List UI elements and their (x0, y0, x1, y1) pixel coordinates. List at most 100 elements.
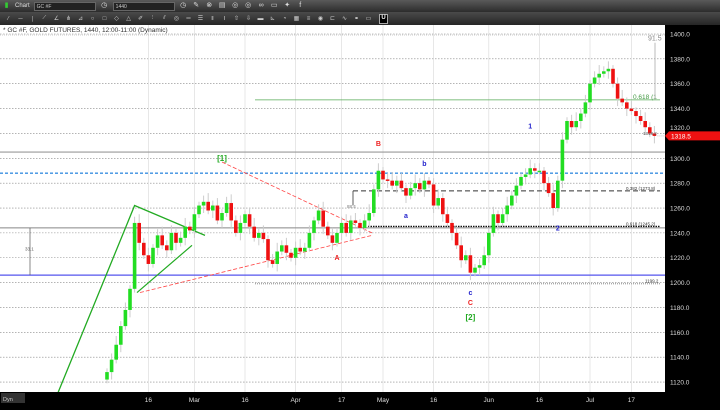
interval-select[interactable]: 1440 (112, 1, 175, 11)
vline-tool-icon[interactable]: │ (30, 15, 35, 22)
circle-icon[interactable]: ◎ (232, 2, 239, 9)
link-tool-icon[interactable]: ⚭ (353, 16, 360, 22)
candle-body (404, 188, 408, 196)
candle-body (648, 127, 652, 134)
hline-tool-icon[interactable]: ─ (18, 15, 23, 22)
candle-body (441, 198, 445, 215)
x-tick-label: 16 (241, 397, 249, 404)
candle-body (243, 214, 247, 223)
candle-body (588, 83, 592, 103)
triangle-tool-icon[interactable]: △ (126, 16, 131, 22)
candle-body (362, 220, 367, 228)
candle-body (123, 309, 128, 327)
candle-body (436, 198, 440, 206)
lines-tool-icon[interactable]: ≡ (306, 15, 311, 22)
eye-tool-icon[interactable]: ◉ (317, 16, 324, 22)
candle-body (431, 184, 436, 206)
candle-body (358, 222, 362, 228)
circle-tool-icon[interactable]: ◎ (173, 16, 180, 22)
candle-body (556, 180, 560, 209)
equal-tool-icon[interactable]: ═ (186, 15, 191, 22)
y-tick-label: 1180.0 (670, 305, 690, 312)
candle-body (234, 220, 238, 233)
wave-label: c (468, 290, 472, 297)
candle-body (160, 235, 164, 246)
candle-body (597, 73, 601, 78)
candle-body (339, 222, 344, 233)
price-axis[interactable]: 1400.0 1380.0 1360.0 1340.0 1320.0 1300.0 1280… (665, 25, 720, 392)
candle-body (542, 170, 546, 184)
candle-body (211, 205, 215, 211)
pencil-icon[interactable]: ✎ (193, 2, 200, 9)
fib-618-label: 0.618 (1245.2) (626, 221, 656, 226)
fib-tool-icon[interactable]: ⟋ (42, 15, 47, 21)
comment-icon[interactable]: ▭ (270, 2, 278, 9)
bars-tool-icon[interactable]: ‖ (211, 15, 214, 22)
fib-arc-tool-icon[interactable]: ◔ (282, 15, 287, 22)
y-tick-label: 1280.0 (670, 181, 690, 188)
last-price-tag-label: 1318.5 (671, 133, 691, 140)
angle-tool-icon[interactable]: ∠ (53, 16, 60, 22)
line-tool-icon[interactable]: ⁄ (7, 15, 9, 22)
symbol-select[interactable]: GC #F (33, 1, 96, 11)
candle-body (454, 232, 459, 246)
candle-body (625, 102, 629, 109)
time-axis[interactable]: 16 Mar 16 Apr 17 May 16 Jun 16 Jul 17 Dyn (0, 392, 720, 405)
candle-body (385, 179, 390, 181)
clock-icon[interactable]: ◷ (101, 2, 108, 9)
candle-body (114, 344, 118, 360)
candle-body (155, 235, 160, 248)
candle-body (238, 222, 243, 233)
ellipse-tool-icon[interactable]: ○ (90, 15, 95, 22)
candle-body (105, 372, 109, 380)
facebook-icon[interactable]: f (299, 2, 302, 9)
polygon-tool-icon[interactable]: ◇ (114, 16, 119, 22)
clock-icon[interactable]: ◷ (180, 2, 187, 9)
chart-title: * GC #F, GOLD FUTURES, 1440, 12:00-11:00… (3, 27, 168, 34)
candle-body (321, 210, 325, 227)
wave-label: a (404, 213, 408, 220)
candle-body (298, 247, 302, 252)
cycles-tool-icon[interactable]: ⫶ (151, 15, 154, 21)
chart-area[interactable]: * GC #F, GOLD FUTURES, 1440, 12:00-11:00… (0, 25, 665, 401)
rect-fill-tool-icon[interactable]: ▦ (293, 16, 300, 22)
arrow-down-tool-icon[interactable]: ⇩ (245, 16, 252, 22)
wave-tool-icon[interactable]: ∿ (341, 16, 348, 22)
measure-left-label: 33.1 (25, 246, 34, 251)
price-chart[interactable]: * GC #F, GOLD FUTURES, 1440, 12:00-11:00… (0, 25, 665, 401)
candle-body (119, 326, 123, 345)
candle-body (560, 139, 565, 181)
candle-body (349, 220, 353, 233)
circle-icon[interactable]: ◎ (245, 2, 252, 9)
equal2-tool-icon[interactable]: ☰ (197, 16, 204, 22)
channel-tool-icon[interactable]: ⫽ (163, 15, 166, 21)
fib-fan-tool-icon[interactable]: ⊾ (269, 16, 276, 22)
link-icon[interactable]: ∞ (258, 2, 264, 9)
block-tool-icon[interactable]: ▬ (257, 15, 264, 22)
twitter-icon[interactable]: ✦ (284, 2, 291, 9)
text-tool-icon[interactable]: T (222, 15, 227, 22)
candle-body (569, 121, 574, 128)
keyboard-tool-icon[interactable]: ▭ (365, 16, 372, 22)
measure-right-label: 91.5 (648, 36, 662, 43)
candle-body (528, 168, 532, 175)
candle-body (316, 210, 321, 221)
x-tick-label: 16 (536, 397, 544, 404)
arrow-up-tool-icon[interactable]: ⇧ (233, 16, 240, 22)
candle-body (266, 239, 270, 261)
candle-body (132, 222, 137, 289)
u-button[interactable]: U (379, 13, 388, 24)
y-tick-label: 1300.0 (670, 156, 690, 163)
ruler-tool-icon[interactable]: ⊏ (329, 16, 336, 22)
y-tick-label: 1360.0 (670, 81, 690, 88)
rectangle-tool-icon[interactable]: □ (102, 15, 107, 22)
gann-tool-icon[interactable]: ⊿ (77, 16, 84, 22)
pitchfork-tool-icon[interactable]: ⋔ (65, 16, 72, 22)
crosshair-icon[interactable]: ⊗ (206, 2, 213, 9)
candle-body (579, 113, 583, 122)
brush-tool-icon[interactable]: ✐ (137, 16, 144, 22)
candle-body (533, 168, 537, 171)
news-icon[interactable]: ▤ (218, 2, 226, 9)
x-tick-label: 16 (145, 397, 153, 404)
candle-body (450, 222, 454, 233)
